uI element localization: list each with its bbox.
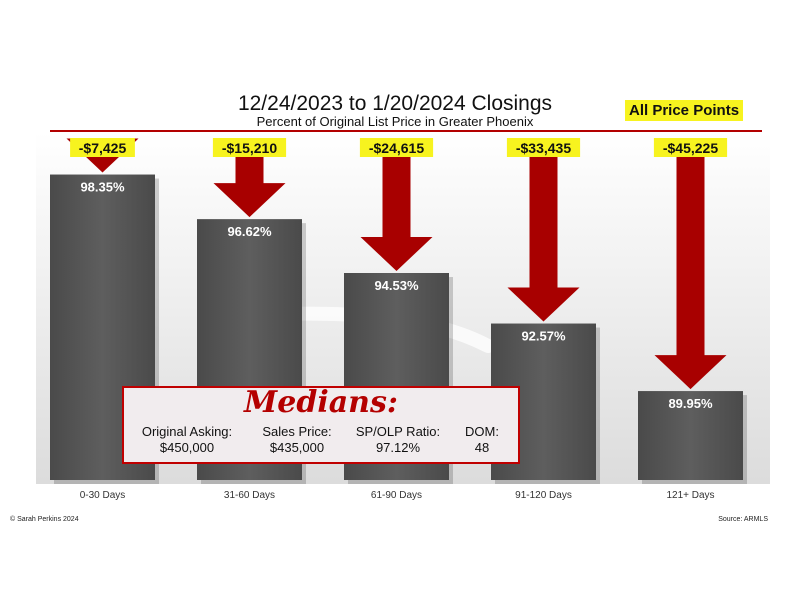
bar-value-label: 94.53%	[374, 278, 419, 293]
median-ratio: SP/OLP Ratio: 97.12%	[346, 424, 450, 456]
price-reduction-label: -$33,435	[516, 140, 571, 156]
median-value: 48	[474, 440, 490, 455]
bar-value-label: 89.95%	[668, 396, 713, 411]
reduction-label-bg	[506, 138, 581, 157]
bar	[638, 391, 743, 480]
medians-box: Medians: Original Asking: $450,000 Sales…	[122, 385, 520, 464]
price-points-badge: All Price Points	[625, 100, 744, 121]
medians-title: Medians:	[244, 385, 398, 420]
median-label: DOM:	[465, 424, 499, 439]
reduction-label-bg	[653, 138, 728, 157]
price-reduction-label: -$45,225	[663, 140, 718, 156]
bar-value-label: 92.57%	[521, 329, 566, 344]
price-reduction-label: -$15,210	[222, 140, 277, 156]
median-value: $435,000	[269, 440, 325, 455]
median-value: $450,000	[159, 440, 215, 455]
reduction-label-bg	[70, 138, 135, 157]
down-arrow-icon	[507, 152, 580, 322]
median-label: SP/OLP Ratio:	[355, 424, 441, 439]
category-tick-label: 0-30 Days	[80, 490, 126, 501]
price-reduction-label: -$24,615	[369, 140, 424, 156]
median-label: Original Asking:	[141, 424, 233, 439]
price-reduction-label: -$7,425	[79, 140, 127, 156]
median-value: 97.12%	[375, 440, 421, 455]
median-dom: DOM: 48	[454, 424, 510, 456]
bar-value-label: 98.35%	[80, 180, 125, 195]
chart-title: 12/24/2023 to 1/20/2024 Closings	[237, 92, 553, 115]
down-arrow-icon	[360, 152, 433, 272]
median-label: Sales Price:	[262, 424, 332, 439]
source-text: Source: ARMLS	[718, 516, 768, 523]
category-tick-label: 31-60 Days	[224, 490, 275, 501]
chart-subtitle: Percent of Original List Price in Greate…	[256, 114, 534, 129]
down-arrow-icon	[213, 152, 286, 218]
category-tick-label: 121+ Days	[666, 490, 714, 501]
bar-value-label: 96.62%	[227, 224, 272, 239]
down-arrow-icon	[654, 152, 727, 390]
category-tick-label: 61-90 Days	[371, 490, 422, 501]
median-sales-price: Sales Price: $435,000	[252, 424, 342, 456]
reduction-label-bg	[359, 138, 434, 157]
median-original-asking: Original Asking: $450,000	[130, 424, 244, 456]
category-tick-label: 91-120 Days	[515, 490, 572, 501]
copyright-text: © Sarah Perkins 2024	[10, 516, 79, 523]
reduction-label-bg	[212, 138, 287, 157]
